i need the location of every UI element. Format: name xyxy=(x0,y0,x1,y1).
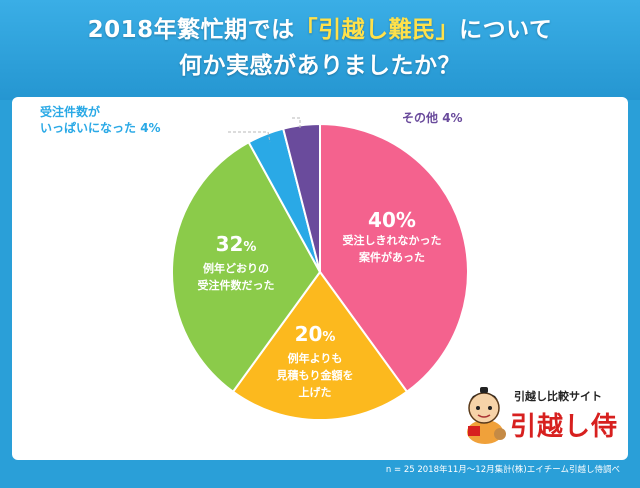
slice-desc-cannot-accept-2: 案件があった xyxy=(359,251,425,264)
hikkoshi-samurai-logo: 引越し比較サイト 引越し侍 xyxy=(462,380,617,450)
leader-line-other xyxy=(292,117,301,128)
samurai-mascot-icon xyxy=(467,387,506,444)
header-background xyxy=(0,0,640,100)
title-highlight: 「引越し難民」 xyxy=(294,17,460,43)
title-suffix: について xyxy=(459,17,553,43)
slice-desc-raised-price-2: 見積もり金額を xyxy=(276,369,354,382)
slice-value-cannot-accept: 40% xyxy=(368,208,416,232)
footer-bar xyxy=(0,460,640,488)
slice-desc-as-usual-1: 例年どおりの xyxy=(203,262,269,275)
source-note: n = 25 2018年11月〜12月集計(株)エイチーム引越し侍調べ xyxy=(385,465,620,475)
outside-label-other: その他 4% xyxy=(402,110,463,126)
slice-label-cannot-accept: 40% 受注しきれなかった 案件があった xyxy=(322,208,462,266)
slice-desc-raised-price-3: 上げた xyxy=(298,386,332,399)
slice-value-raised-price: 20% xyxy=(294,322,336,346)
pie-slice-cannot-accept xyxy=(319,122,469,394)
outside-label-full-orders-2: いっぱいになった xyxy=(40,121,137,135)
pie-slice-as-usual xyxy=(171,140,322,394)
outside-label-full-orders: 受注件数が いっぱいになった 4% xyxy=(40,104,161,136)
chart-title: 2018年繁忙期では「引越し難民」について 何か実感がありましたか？ xyxy=(0,12,640,84)
pie-slice-raised-price xyxy=(231,270,409,421)
logo-tagline: 引越し比較サイト xyxy=(514,390,602,403)
pie-slice-other xyxy=(281,122,321,273)
outside-label-other-text: その他 xyxy=(402,111,439,125)
title-prefix: 2018年繁忙期では xyxy=(87,17,295,43)
slice-value-as-usual: 32% xyxy=(215,232,257,256)
slice-label-as-usual: 32% 例年どおりの 受注件数だった xyxy=(176,232,296,294)
slice-desc-raised-price-1: 例年よりも xyxy=(287,352,343,365)
outside-value-other: 4% xyxy=(442,111,463,125)
title-line-2: 何か実感がありましたか？ xyxy=(179,53,461,79)
outside-value-full-orders: 4% xyxy=(140,121,161,135)
slice-desc-as-usual-2: 受注件数だった xyxy=(197,279,275,292)
leader-line-full-orders xyxy=(228,131,271,143)
outside-label-full-orders-1: 受注件数が xyxy=(40,105,101,119)
title-line-1: 2018年繁忙期では「引越し難民」について xyxy=(0,12,640,48)
slice-label-raised-price: 20% 例年よりも 見積もり金額を 上げた xyxy=(260,322,370,401)
logo-name: 引越し侍 xyxy=(510,412,619,442)
slice-desc-cannot-accept-1: 受注しきれなかった xyxy=(342,234,442,247)
